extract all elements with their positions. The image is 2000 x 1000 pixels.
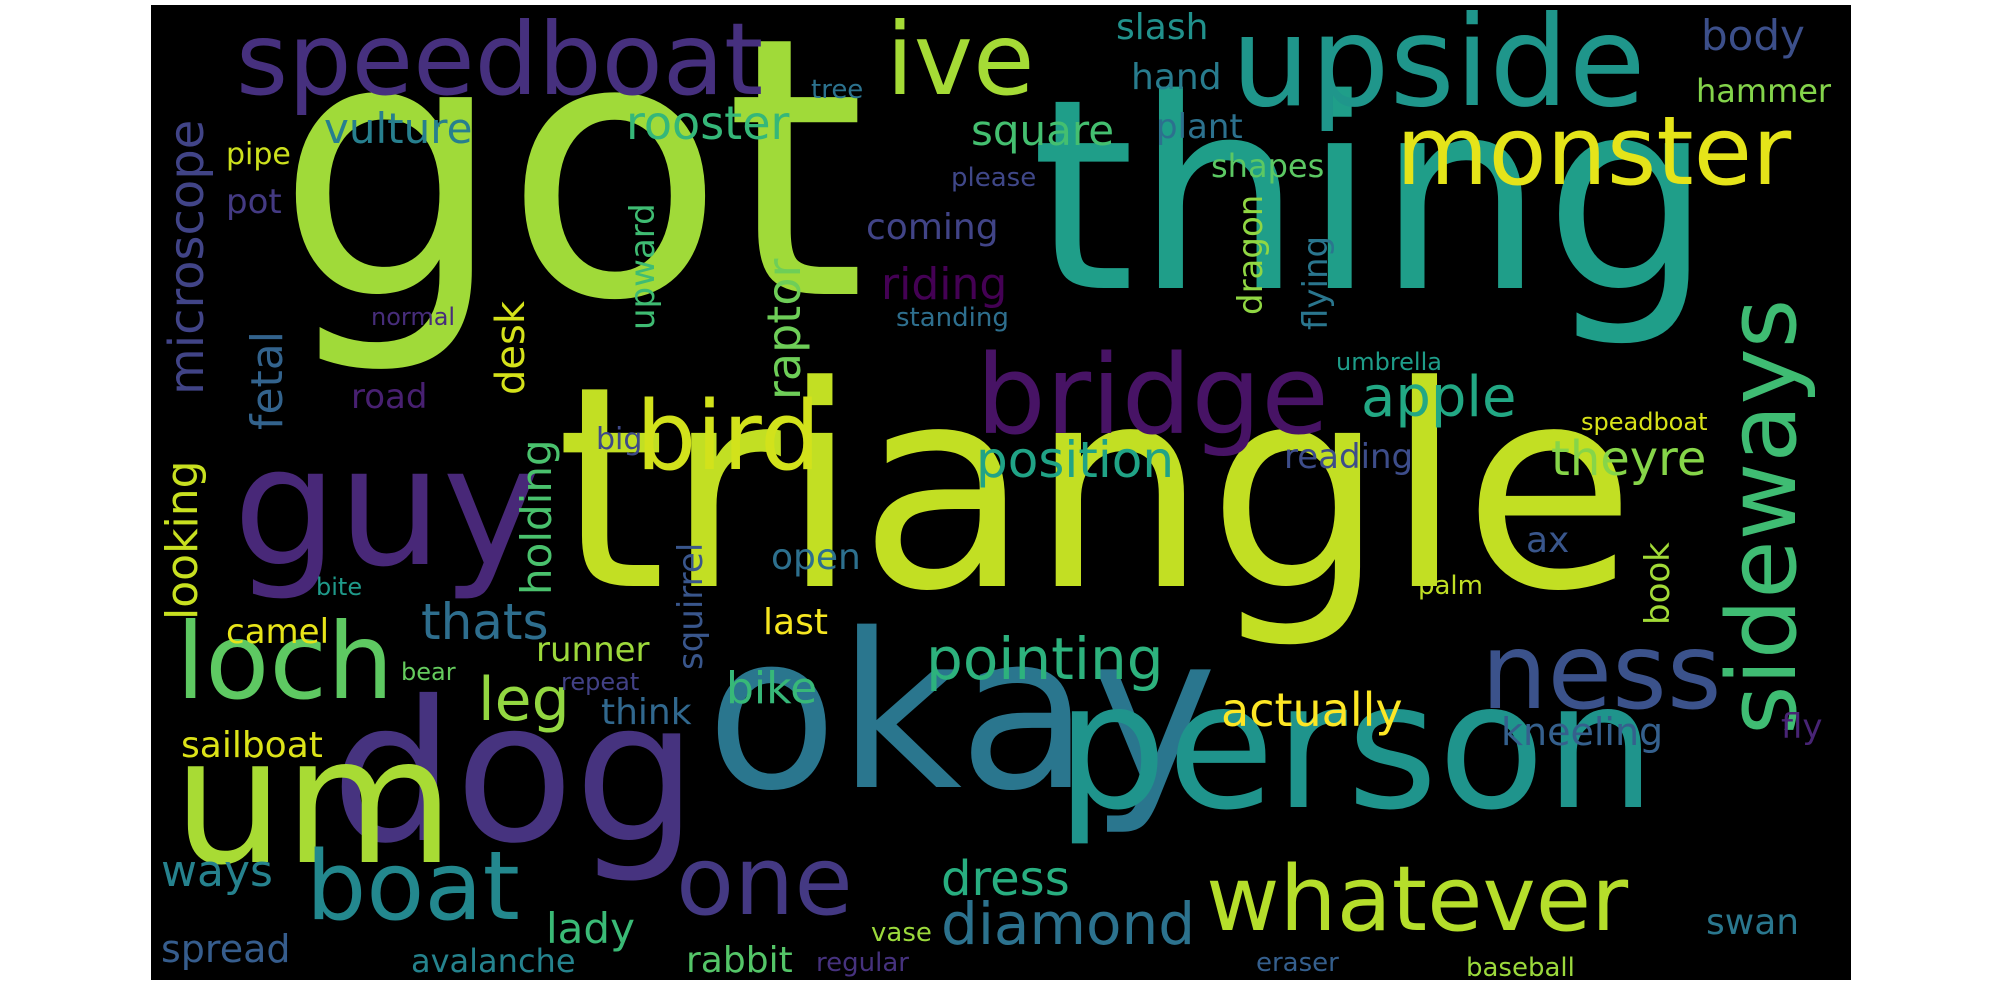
word-vulture: vulture — [324, 104, 473, 153]
word-camel: camel — [226, 612, 330, 652]
word-normal: normal — [371, 303, 456, 331]
word-desk: desk — [488, 300, 534, 395]
word-shapes: shapes — [1211, 147, 1325, 185]
word-bridge: bridge — [976, 331, 1329, 459]
word-raptor: raptor — [757, 258, 811, 400]
word-monster: monster — [1396, 97, 1792, 207]
word-riding: riding — [881, 259, 1008, 310]
word-person: person — [1056, 646, 1656, 849]
word-pot: pot — [226, 182, 282, 222]
word-bird: bird — [636, 382, 821, 492]
word-upward: upward — [623, 203, 663, 330]
word-thats: thats — [421, 593, 549, 651]
word-cloud: got thing triangle okay person dog um gu… — [151, 5, 1851, 980]
word-tree: tree — [811, 75, 864, 105]
word-boat: boat — [306, 832, 520, 942]
word-apple: apple — [1361, 365, 1517, 430]
word-baseball: baseball — [1466, 953, 1575, 980]
word-book: book — [1638, 542, 1678, 625]
word-pointing: pointing — [926, 625, 1164, 693]
word-one: one — [676, 827, 853, 937]
word-whatever: whatever — [1206, 847, 1629, 952]
word-squirrel: squirrel — [671, 542, 711, 670]
word-slash: slash — [1116, 7, 1209, 48]
word-speadboat: speadboat — [1581, 408, 1708, 436]
word-ways: ways — [161, 846, 273, 897]
word-regular: regular — [816, 948, 909, 978]
word-holding: holding — [512, 439, 561, 595]
word-bite: bite — [316, 573, 363, 601]
word-last: last — [763, 602, 828, 643]
word-hammer: hammer — [1696, 72, 1832, 110]
word-ive: ive — [886, 5, 1035, 118]
word-got: got — [276, 5, 866, 379]
word-loch: loch — [176, 601, 394, 723]
word-coming: coming — [866, 207, 999, 248]
word-speedboat: speedboat — [236, 5, 764, 118]
word-runner: runner — [536, 630, 650, 670]
word-upside: upside — [1231, 5, 1646, 135]
word-dog: dog — [331, 659, 698, 886]
word-ax: ax — [1526, 520, 1570, 561]
word-sailboat: sailboat — [181, 725, 323, 766]
word-hand: hand — [1131, 57, 1222, 98]
word-leg: leg — [478, 665, 570, 735]
word-body: body — [1701, 11, 1805, 60]
word-microscope: microscope — [159, 119, 215, 395]
word-dragon: dragon — [1231, 194, 1271, 315]
word-ness: ness — [1481, 611, 1722, 733]
word-triangle: triangle — [556, 327, 1636, 653]
word-think: think — [601, 692, 692, 733]
word-um: um — [173, 701, 455, 904]
word-bear: bear — [401, 658, 456, 686]
word-pipe: pipe — [226, 137, 291, 172]
word-flying: flying — [1296, 235, 1336, 330]
word-sideways: sideways — [1708, 298, 1818, 735]
word-vase: vase — [871, 918, 932, 948]
word-open: open — [771, 537, 861, 578]
word-umbrella: umbrella — [1336, 348, 1442, 376]
word-eraser: eraser — [1256, 948, 1339, 978]
word-looking: looking — [157, 460, 208, 620]
word-okay: okay — [706, 587, 1218, 838]
word-swan: swan — [1706, 902, 1800, 943]
word-please: please — [951, 163, 1037, 193]
word-fetal: fetal — [242, 331, 293, 430]
word-palm: palm — [1418, 571, 1483, 601]
word-actually: actually — [1221, 683, 1403, 737]
word-rooster: rooster — [626, 96, 790, 150]
word-position: position — [976, 431, 1175, 489]
word-standing: standing — [896, 303, 1009, 333]
word-fly: fly — [1781, 707, 1823, 747]
word-thing: thing — [1031, 43, 1713, 351]
word-dress: dress — [941, 851, 1070, 907]
word-kneeling: kneeling — [1501, 710, 1664, 754]
word-avalanche: avalanche — [411, 942, 576, 980]
word-big: big — [596, 422, 643, 457]
word-reading: reading — [1284, 437, 1414, 477]
word-square: square — [971, 106, 1115, 155]
word-spread: spread — [161, 927, 291, 971]
word-lady: lady — [546, 904, 635, 953]
word-plant: plant — [1156, 107, 1243, 147]
word-theyre: theyre — [1551, 431, 1707, 487]
word-bike: bike — [726, 663, 818, 714]
word-road: road — [351, 377, 428, 417]
word-rabbit: rabbit — [686, 940, 793, 980]
word-guy: guy — [233, 411, 540, 603]
word-repeat: repeat — [561, 668, 640, 696]
word-diamond: diamond — [941, 890, 1196, 958]
